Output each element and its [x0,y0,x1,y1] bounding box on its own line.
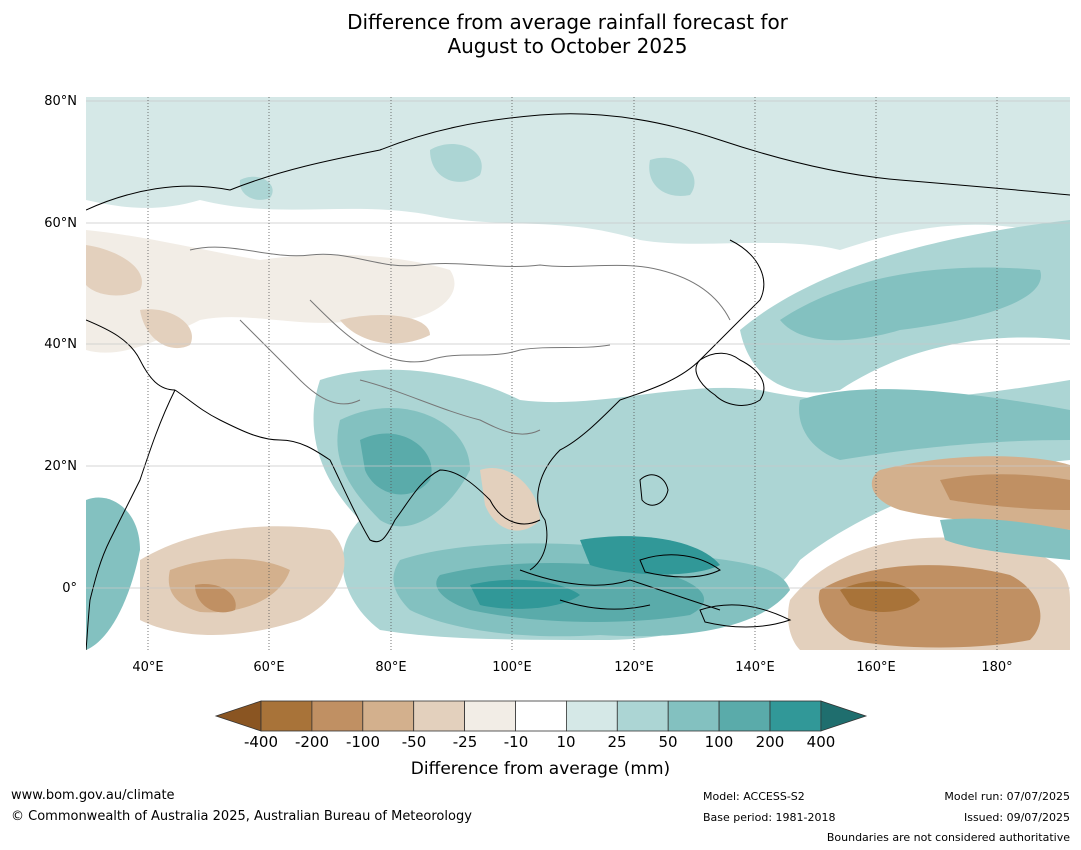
gridlines [86,97,1070,650]
coastlines [86,113,1070,650]
footer-copyright: © Commonwealth of Australia 2025, Austra… [11,809,472,824]
colorbar-label: -100 [345,733,381,751]
lon-label-40e: 40°E [132,660,164,675]
map-field [86,97,1070,650]
colorbar-swatch [566,700,618,732]
colorbar-swatch [362,700,415,732]
colorbar-swatch [718,700,771,732]
lon-label-160e: 160°E [856,660,896,675]
lat-label-40n: 40°N [44,337,77,352]
colorbar-extend-low [214,700,262,732]
lat-label-20n: 20°N [44,459,77,474]
lon-label-80e: 80°E [375,660,407,675]
colorbar-label: -10 [503,733,529,751]
title-line-2: August to October 2025 [447,34,688,58]
colorbar-title: Difference from average (mm) [410,759,671,779]
title-line-1: Difference from average rainfall forecas… [347,10,788,34]
colorbar-label: -200 [294,733,330,751]
footer-base-period: Base period: 1981-2018 [703,811,836,824]
colorbar-label: -50 [401,733,427,751]
lon-label-140e: 140°E [735,660,775,675]
colorbar-label: -25 [452,733,478,751]
colorbar-swatch [311,700,364,732]
colorbar-swatch [769,700,822,732]
colorbar-swatch [616,700,669,732]
colorbar-label: 100 [704,733,734,751]
lat-label-80n: 80°N [44,94,77,109]
colorbar-swatch [464,700,516,732]
footer-model: Model: ACCESS-S2 [703,790,805,803]
colorbar-label: 25 [607,733,627,751]
colorbar-label: -400 [243,733,279,751]
colorbar-label: 400 [806,733,836,751]
colorbar-extend-high [820,700,868,732]
colorbar-swatch [260,700,313,732]
lon-label-100e: 100°E [492,660,532,675]
footer-url: www.bom.gov.au/climate [11,788,175,803]
colorbar-swatch [667,700,720,732]
colorbar-label: 10 [556,733,576,751]
colorbar-label: 200 [755,733,785,751]
footer-issued: Issued: 09/07/2025 [963,811,1070,824]
map-title: Difference from average rainfall forecas… [0,10,1081,58]
footer-disclaimer: Boundaries are not considered authoritat… [826,831,1070,844]
lat-label-0: 0° [62,581,77,596]
footer-model-run: Model run: 07/07/2025 [944,790,1070,803]
colorbar-label: 50 [658,733,678,751]
colorbar-swatch [515,700,567,732]
lat-label-60n: 60°N [44,216,77,231]
lon-label-120e: 120°E [614,660,654,675]
colorbar-swatch [413,700,466,732]
borders [189,246,731,435]
lon-label-180: 180° [981,660,1013,675]
lon-label-60e: 60°E [253,660,285,675]
